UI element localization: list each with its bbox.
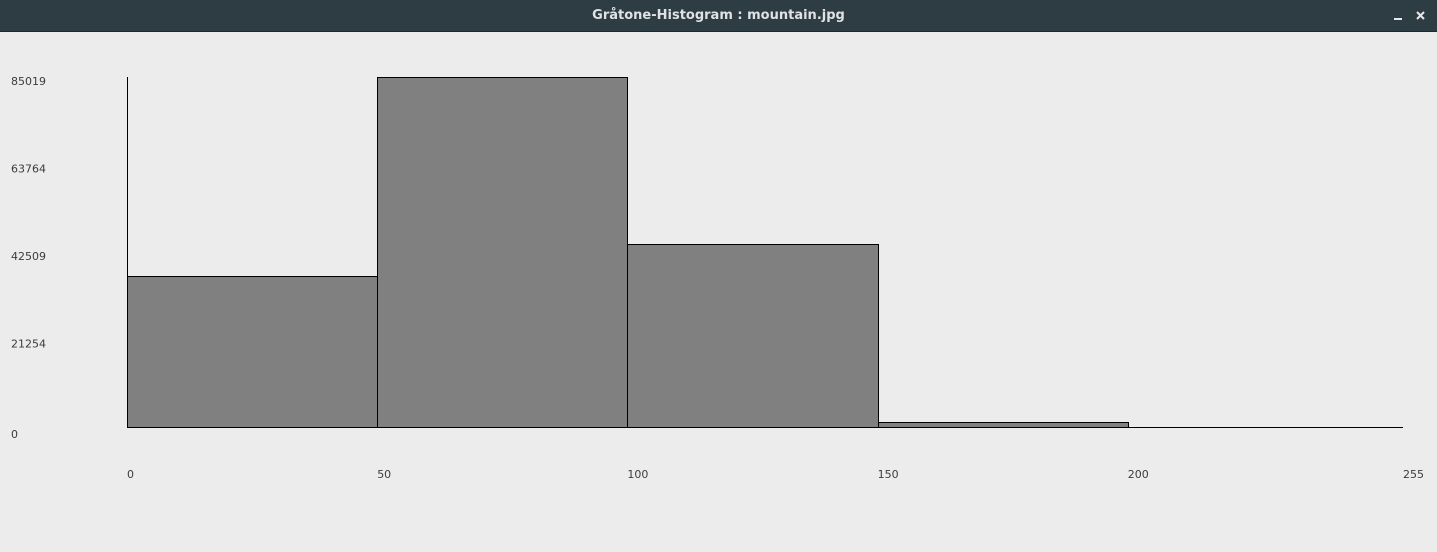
minimize-icon <box>1394 18 1402 20</box>
histogram-bar <box>878 422 1129 428</box>
y-tick-label: 21254 <box>11 338 46 351</box>
y-tick-label: 85019 <box>11 75 46 88</box>
x-tick-label: 0 <box>127 468 134 481</box>
y-tick-label: 0 <box>11 428 18 441</box>
histogram-bar <box>127 276 378 428</box>
histogram-bar <box>377 77 628 428</box>
close-button[interactable] <box>1411 6 1431 26</box>
x-tick-label: 255 <box>1403 468 1424 481</box>
close-icon <box>1416 11 1425 20</box>
minimize-button[interactable] <box>1388 6 1408 26</box>
histogram-bar <box>627 244 879 428</box>
y-tick-label: 42509 <box>11 250 46 263</box>
histogram-canvas: 0 21254 42509 63764 85019 0 50 100 150 200 255 <box>0 32 1437 552</box>
histogram-chart: 0 21254 42509 63764 85019 0 50 100 150 200 255 <box>11 75 1424 481</box>
x-tick-label: 200 <box>1128 468 1149 481</box>
y-tick-label: 63764 <box>11 163 46 176</box>
title-bar[interactable]: Gråtone-Histogram : mountain.jpg <box>0 0 1437 32</box>
x-tick-label: 100 <box>627 468 648 481</box>
x-tick-label: 150 <box>878 468 899 481</box>
x-tick-label: 50 <box>377 468 391 481</box>
window-title: Gråtone-Histogram : mountain.jpg <box>592 8 845 23</box>
